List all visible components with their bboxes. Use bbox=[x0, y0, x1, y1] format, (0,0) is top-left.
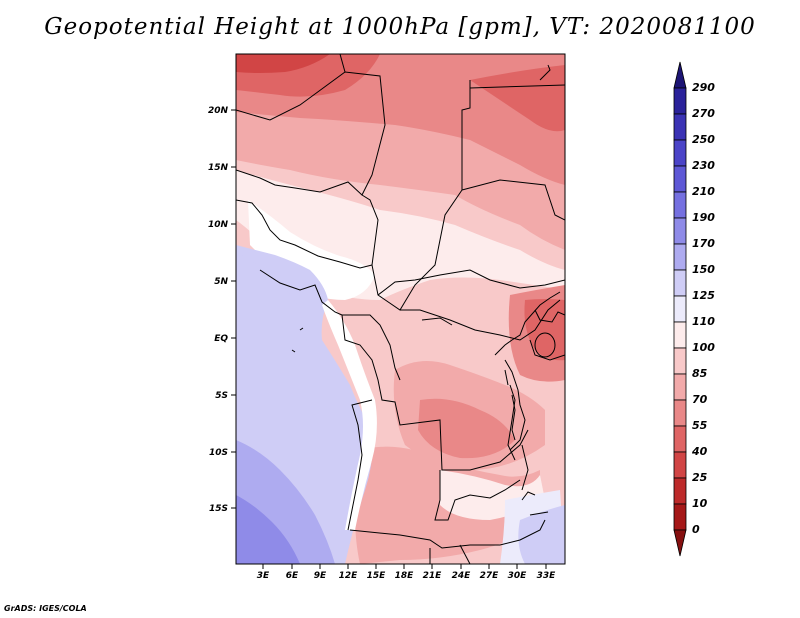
colorbar-label: 25 bbox=[692, 471, 708, 484]
colorbar-segment bbox=[673, 503, 687, 531]
chart-title: Geopotential Height at 1000hPa [gpm], VT… bbox=[44, 14, 756, 40]
lat-tick-label: 15S bbox=[209, 504, 228, 514]
colorbar-segment bbox=[673, 113, 687, 141]
colorbar bbox=[673, 61, 687, 557]
lon-tick-label: 15E bbox=[367, 571, 387, 581]
colorbar-label: 270 bbox=[692, 107, 715, 120]
colorbar-segment bbox=[673, 243, 687, 271]
colorbar-label: 85 bbox=[692, 367, 708, 380]
lon-tick-label: 6E bbox=[286, 571, 299, 581]
latitude-axis: 20N 15N 10N 5N EQ 5S 10S 15S bbox=[208, 106, 236, 514]
colorbar-segment bbox=[673, 87, 687, 115]
lon-tick-label: 18E bbox=[395, 571, 415, 581]
lat-tick-label: 10N bbox=[208, 220, 229, 230]
colorbar-segment bbox=[673, 61, 687, 89]
colorbar-label: 55 bbox=[692, 419, 708, 432]
colorbar-label: 290 bbox=[692, 81, 715, 94]
colorbar-segment bbox=[673, 399, 687, 427]
colorbar-label: 210 bbox=[692, 185, 715, 198]
map-frame bbox=[235, 53, 566, 565]
longitude-axis: 3E 6E 9E 12E 15E 18E 21E 24E 27E 30E 33E bbox=[257, 564, 556, 581]
colorbar-segment bbox=[673, 373, 687, 401]
colorbar-label: 70 bbox=[692, 393, 708, 406]
colorbar-label: 230 bbox=[692, 159, 715, 172]
colorbar-label: 125 bbox=[692, 289, 715, 302]
lon-tick-label: 33E bbox=[537, 571, 557, 581]
colorbar-segment bbox=[673, 217, 687, 245]
colorbar-segment bbox=[673, 165, 687, 193]
lon-tick-label: 21E bbox=[423, 571, 443, 581]
lake-outlines bbox=[504, 332, 556, 491]
colorbar-labels: 290 270 250 230 210 190 170 150 125 110 … bbox=[691, 81, 715, 536]
colorbar-segment bbox=[673, 191, 687, 219]
lon-tick-label: 24E bbox=[452, 571, 472, 581]
colorbar-segment bbox=[673, 347, 687, 375]
colorbar-label: 40 bbox=[691, 445, 708, 458]
colorbar-segment bbox=[673, 295, 687, 323]
lon-tick-label: 30E bbox=[508, 571, 528, 581]
lat-tick-label: 20N bbox=[208, 106, 229, 116]
colorbar-segment bbox=[673, 451, 687, 479]
lat-tick-label: 5S bbox=[215, 391, 228, 401]
height-field bbox=[236, 54, 565, 564]
colorbar-label: 110 bbox=[692, 315, 715, 328]
colorbar-label: 100 bbox=[692, 341, 715, 354]
lat-tick-label: EQ bbox=[214, 334, 228, 344]
lat-tick-label: 10S bbox=[209, 448, 228, 458]
colorbar-segment bbox=[673, 477, 687, 505]
colorbar-segment bbox=[673, 425, 687, 453]
lon-tick-label: 9E bbox=[314, 571, 327, 581]
colorbar-label: 0 bbox=[692, 523, 700, 536]
colorbar-segment bbox=[673, 139, 687, 167]
colorbar-label: 150 bbox=[692, 263, 715, 276]
colorbar-label: 170 bbox=[692, 237, 715, 250]
colorbar-segment bbox=[673, 529, 687, 557]
colorbar-segment bbox=[673, 321, 687, 349]
lon-tick-label: 12E bbox=[339, 571, 359, 581]
colorbar-label: 190 bbox=[692, 211, 715, 224]
lat-tick-label: 5N bbox=[214, 277, 228, 287]
lon-tick-label: 3E bbox=[257, 571, 270, 581]
colorbar-segment bbox=[673, 269, 687, 297]
colorbar-label: 250 bbox=[692, 133, 715, 146]
country-borders bbox=[236, 54, 565, 564]
lon-tick-label: 27E bbox=[480, 571, 500, 581]
colorbar-label: 10 bbox=[692, 497, 708, 510]
credit-text: GrADS: IGES/COLA bbox=[4, 604, 87, 613]
lat-tick-label: 15N bbox=[208, 163, 229, 173]
